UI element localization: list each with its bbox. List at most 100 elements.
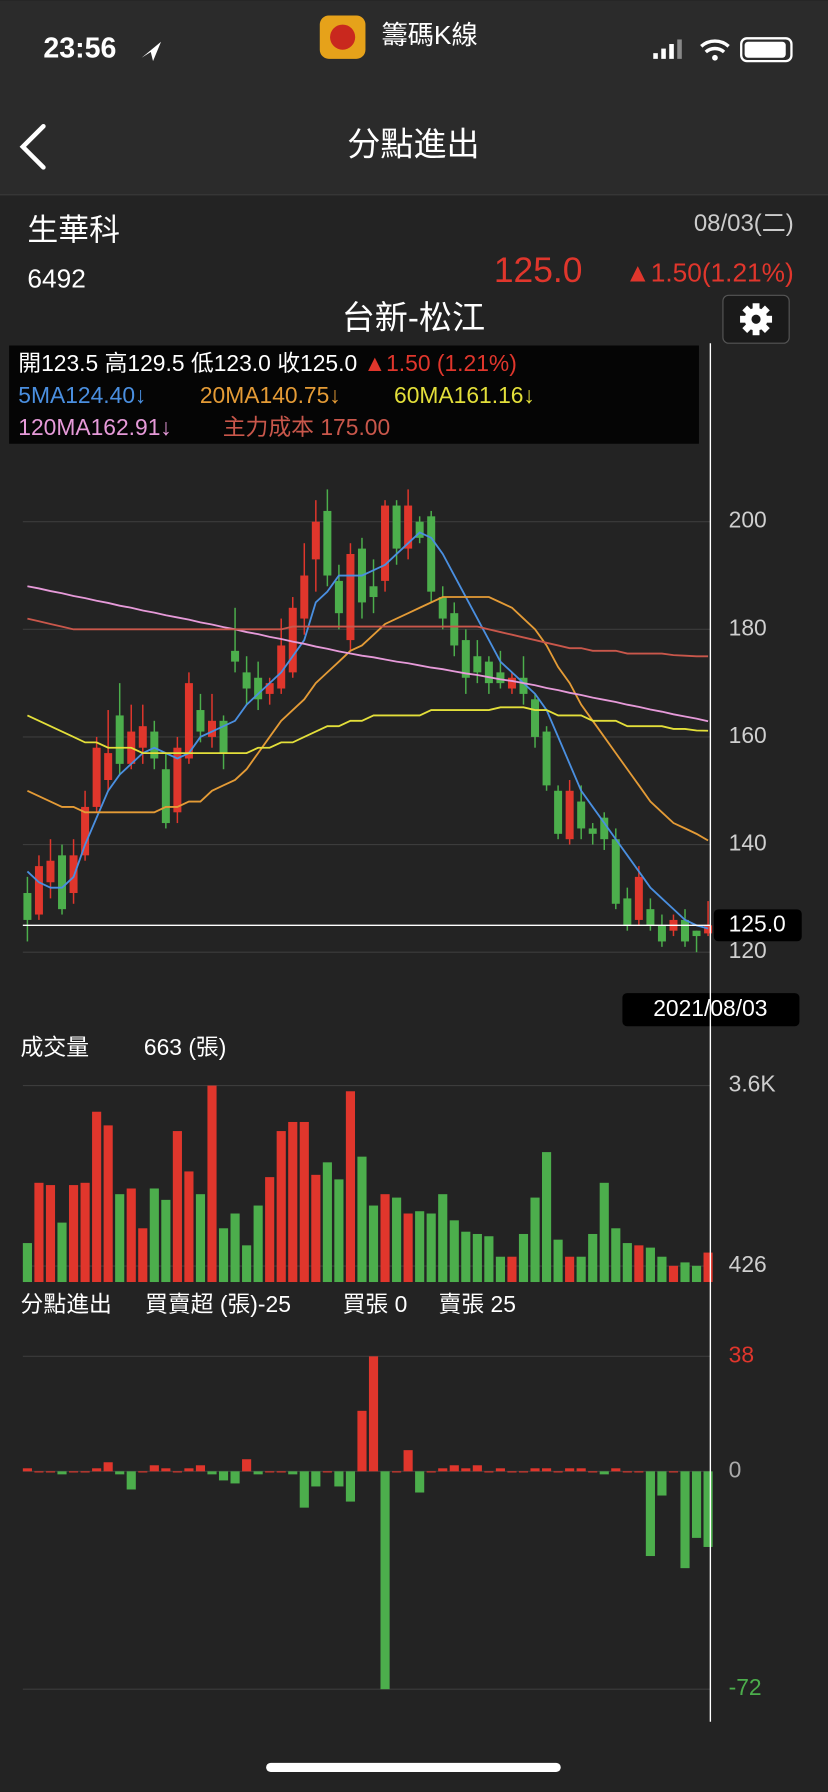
net-bar [172,1471,182,1473]
net-bar [218,1471,229,1481]
current-price-box [713,909,802,942]
volume-bar [149,1188,159,1283]
current-price-label: 125.0 [729,910,786,936]
volume-bar [22,1243,32,1283]
price: 125.0 [494,250,583,290]
candle-body [161,769,170,824]
net-readout: 賣張 25 [439,1291,516,1317]
volume-bar [565,1256,575,1283]
candle-body [473,656,482,673]
quote-label: 開 [18,350,41,376]
net-bar [207,1471,217,1475]
candle-body [81,806,90,856]
volume-bar [380,1194,390,1283]
volume-bar [276,1131,286,1283]
volume-bar [472,1233,482,1283]
candle-body [173,747,182,813]
quote-value: 123.5 [41,350,98,376]
candle-body [323,510,332,576]
net-bar [703,1471,713,1547]
candle-body [404,505,413,549]
volume-bar [368,1205,379,1283]
net-bar [657,1471,667,1496]
volume-bar [415,1211,425,1283]
volume-bar [299,1121,309,1283]
app-name: 籌碼K線 [381,20,477,50]
net-bar [588,1471,598,1473]
plots: 120140160180200125.02021/08/033.6K426380… [22,489,802,1700]
candle-body [196,710,205,732]
legend-entry: 20MA140.75↓ [200,382,341,408]
ma-line [27,617,709,658]
wifi-icon [700,39,730,54]
candle-body [184,683,193,759]
candle-body [623,898,632,926]
net-bar [288,1471,298,1475]
net-bar [680,1471,690,1569]
volume-bar [426,1213,436,1283]
info-box [9,345,699,444]
location-icon [141,41,162,62]
back-button[interactable] [19,123,46,170]
volume-bar [184,1171,194,1283]
volume-bar [34,1182,44,1283]
candle-body [334,580,343,614]
candle-body [484,661,493,684]
quote-value: 129.5 [127,350,184,376]
volume-bar [322,1162,332,1283]
candle-body [104,753,113,781]
candle-body [681,919,690,942]
date: 08/03(二) [694,210,794,237]
candle-body [311,521,320,560]
net-bar [184,1468,194,1472]
candle-body [692,930,701,937]
volume-bar [207,1085,217,1283]
candle-body [346,553,355,641]
net-bar [426,1471,436,1473]
y-tick-label: 0 [729,1456,742,1482]
volume-bar [253,1205,263,1283]
legend-entry: 120MA162.91↓ [18,414,172,440]
y-tick-label: 38 [729,1341,754,1367]
candle-body [300,575,309,619]
volume-bar [68,1185,79,1283]
volume-bar [484,1236,494,1283]
net-bar [392,1471,402,1473]
candle-body [115,715,124,764]
volume-bar [645,1247,655,1283]
net-bar [449,1465,459,1472]
candle-body [150,731,159,759]
volume-bar [553,1239,563,1283]
net-bar [415,1471,425,1493]
net-bar [34,1471,44,1473]
net-bar [138,1471,148,1473]
volume-bar [172,1131,182,1283]
net-bar [57,1471,67,1475]
candle-body [704,925,713,934]
y-tick-label: 3.6K [729,1071,776,1097]
volume-bar [103,1125,113,1283]
quote-value: 125.0 [300,350,357,376]
candle-body [542,731,551,786]
volume-bar [703,1252,713,1283]
volume-bar [403,1213,413,1283]
candle-body [634,876,643,920]
volume-bar [115,1194,125,1283]
candle-body [427,516,436,592]
net-bar [92,1468,102,1472]
signal-icon [653,39,682,59]
candle-body [254,677,263,700]
volume-bar [195,1194,206,1283]
volume-bar [45,1185,56,1283]
volume-bar [668,1265,679,1283]
net-bar [126,1471,136,1490]
y-tick-label: -72 [729,1674,762,1700]
volume-bar [311,1174,321,1283]
net-bar [68,1471,79,1473]
net-bar [161,1468,171,1472]
net-bar [368,1356,379,1472]
candle-body [219,720,228,754]
net-bar [230,1471,240,1484]
